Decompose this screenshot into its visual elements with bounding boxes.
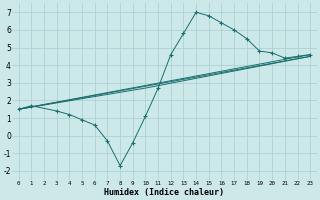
X-axis label: Humidex (Indice chaleur): Humidex (Indice chaleur) <box>104 188 224 197</box>
